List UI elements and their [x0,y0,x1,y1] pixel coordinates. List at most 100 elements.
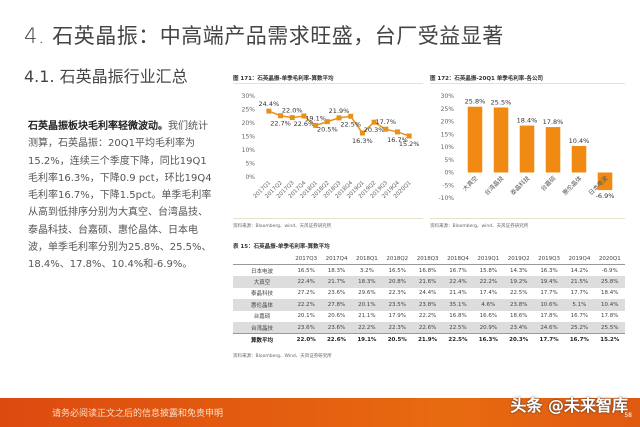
table-cell: 22.5% [509,290,528,297]
table-cell: 19.2% [503,276,534,288]
data-point [289,115,295,121]
x-tick-label: 台湾晶技 [483,174,506,197]
table-cell: 台湾晶技 [233,322,291,334]
bar [519,125,535,173]
table-cell: 16.7% [570,313,589,320]
table-cell: 18.4% [601,290,619,297]
column-header: 2017Q3 [291,253,322,265]
table-cell: 16.3% [473,333,504,345]
table-cell: 25.5% [594,322,625,334]
table-cell: 5.1% [564,299,595,311]
table-cell: 20.9% [473,322,504,334]
table-cell: 20.8% [382,276,413,288]
y-tick-label: 10% [441,144,455,151]
table-cell: 19.4% [533,276,565,288]
data-label: 22.0% [282,107,303,115]
data-label: 22.7% [270,120,291,128]
table-cell: 16.5% [297,267,315,274]
table-cell: 25.8% [594,276,625,288]
data-label: 20.3% [364,126,385,134]
x-tick-label: 惠伦晶体 [561,174,584,197]
table-cell: 18.6% [509,313,528,320]
bar-chart-figure: 图 172：石英晶振-20Q1 单季毛利率-各公司 -10% -5% 0% 5% 10%… [430,74,625,234]
data-label: 25.5% [491,98,512,106]
data-point [324,119,330,125]
y-tick-label: 5% [245,161,255,168]
table-row: 台湾晶技 23.6% 23.6% 22.2% 22.3% 22.6% 22.5% 20.9% 2… [233,322,625,334]
table-title: 表 15：石英晶振-单季毛利率-算数平均 [233,244,330,250]
x-tick-label: 台嘉硕 [539,174,557,192]
page-number: 58 [624,412,632,419]
data-label: 24.4% [259,100,280,108]
x-tick-label: 泰晶科技 [509,174,532,197]
y-tick-label: 20% [242,120,256,127]
table-cell: 22.3% [382,322,413,334]
y-tick-label: 25% [242,107,256,114]
chart-title: 图 171：石英晶振-单季毛利率-算数平均 [233,76,334,82]
chart-title: 图 172：石英晶振-20Q1 单季毛利率-各公司 [430,76,544,82]
summary-text: 我们统计测算，石英晶振：20Q1平均毛利率为15.2%，连续三个季度下降，同比1… [28,121,212,271]
data-point [313,122,319,128]
data-point [406,133,412,139]
table-cell: 台嘉硕 [253,314,271,321]
table-cell: 22.2% [418,313,437,320]
y-tick-label: 30% [242,93,256,100]
data-label: 10.4% [569,137,590,145]
y-tick-label: 20% [441,119,455,126]
table-cell: 21.7% [321,276,352,288]
table-cell: 23.8% [412,299,443,311]
y-tick-label: 30% [441,93,455,100]
column-header: 2018Q3 [412,253,443,265]
data-label: 19.1% [305,114,326,122]
y-tick-label: 0% [444,170,454,177]
table-cell: 35.1% [442,299,474,311]
table-cell: 17.7% [540,290,558,297]
table-cell: 16.3% [540,267,558,274]
table-source: 资料来源：Bloomberg、Wind、天风证券研究所 [233,354,332,359]
table-cell: 20.5% [382,333,413,345]
table-cell: 算数平均 [233,333,291,345]
watermark: 头条 @未来智库 [510,396,628,415]
y-tick-label: 15% [441,131,455,138]
table-cell: 24.4% [418,290,437,297]
column-header: 2020Q1 [594,253,625,265]
table-cell: 22.4% [291,276,322,288]
bar [597,172,613,191]
table-cell: 20.3% [503,333,534,345]
data-point [371,119,377,125]
page-title: 4. 石英晶振：中高端产品需求旺盛，台厂受益显著 [24,24,504,48]
data-label: 20.5% [317,126,338,134]
table-cell: -6.9% [601,267,618,274]
table-cell: 18.3% [351,276,383,288]
table-cell: 22.2% [351,322,383,334]
table-cell: 24.6% [533,322,565,334]
column-header: 2019Q1 [473,253,504,265]
table-cell: 14.2% [570,267,589,274]
line-chart-figure: 图 171：石英晶振-单季毛利率-算数平均 0% 5% 10% 15% 20% 25% 30… [233,74,423,234]
table-cell: 3.2% [359,267,374,274]
y-tick-label: 25% [441,106,455,113]
table-cell: 23.5% [382,299,413,311]
data-point [383,126,389,132]
column-header: 2018Q4 [442,253,474,265]
table-cell: 16.6% [479,313,498,320]
y-tick-label: -10% [438,195,454,202]
data-label: 15.2% [399,140,420,148]
y-tick-label: 10% [242,147,256,154]
section-title: 4.1. 石英晶振行业汇总 [24,67,188,86]
table-row: 惠伦晶体 22.2% 27.8% 20.1% 23.5% 23.8% 35.1% 4.6% 23… [233,299,625,311]
table-cell: 大真空 [233,276,291,288]
data-label: 17.8% [543,118,564,126]
table-cell: 4.6% [473,299,504,311]
table-row: 大真空 22.4% 21.7% 18.3% 20.8% 21.6% 22.4% 22.2% 19… [233,276,625,288]
bar [467,106,483,173]
chart-source: 资料来源：Bloomberg、wind、天风证券研究所 [233,224,332,229]
table-cell: 16.5% [388,267,406,274]
table-cell: 22.6% [321,333,352,345]
table-cell: 22.4% [442,276,474,288]
y-tick-label: -5% [442,182,454,189]
table-cell: 10.6% [533,299,565,311]
data-label: 18.4% [517,117,538,125]
column-header: 2018Q2 [382,253,413,265]
table-cell: 20.6% [327,313,346,320]
